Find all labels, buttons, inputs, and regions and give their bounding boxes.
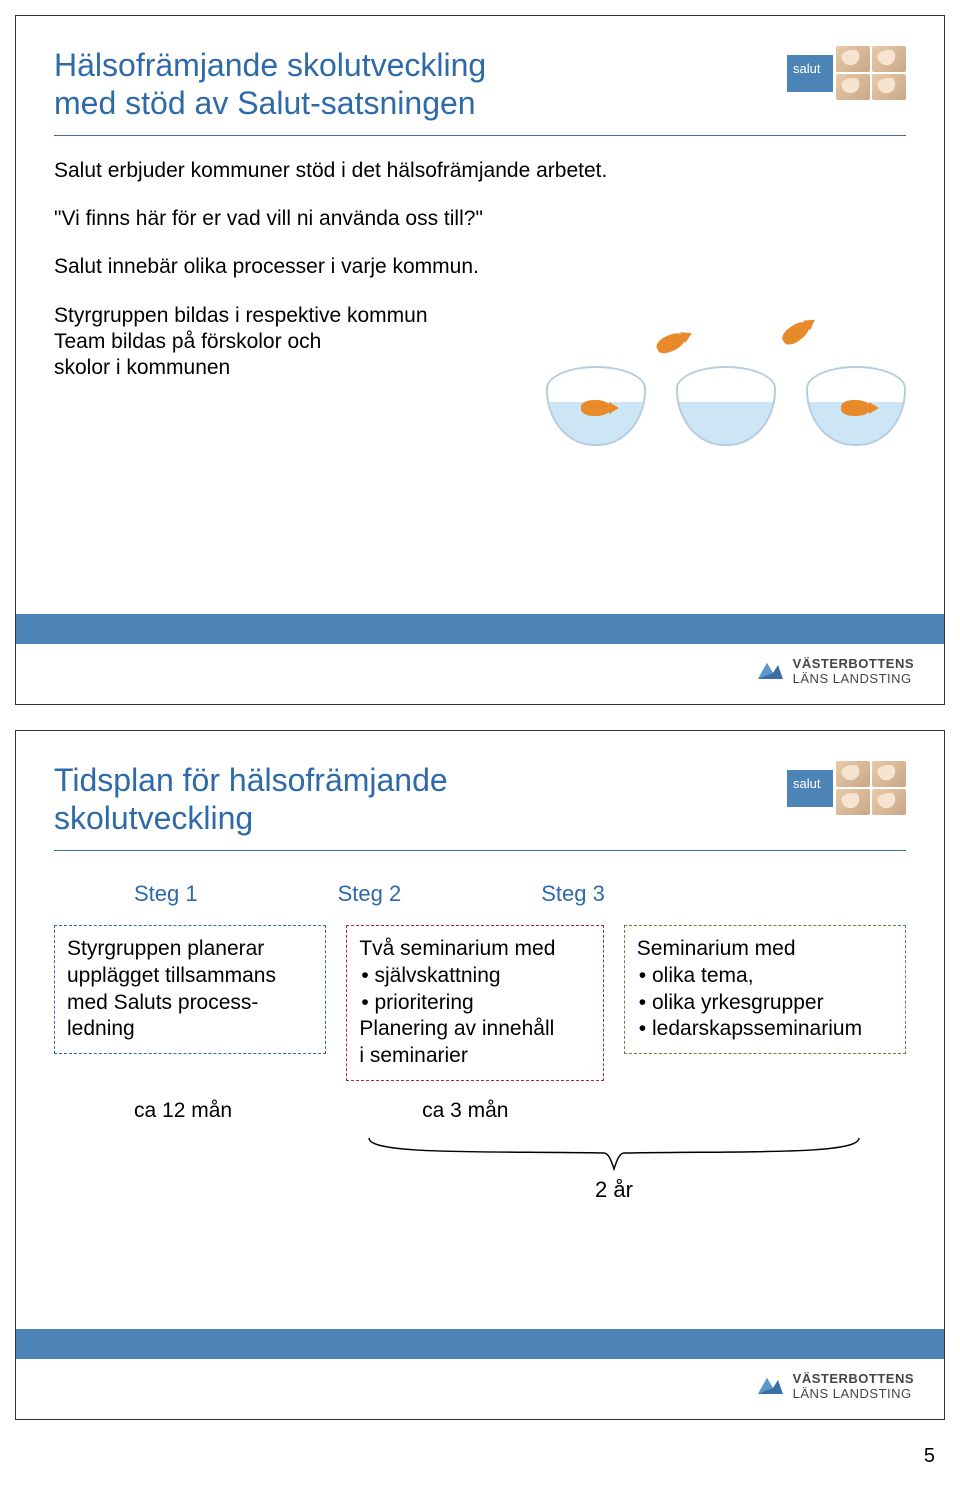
steps-row: Steg 1 Steg 2 Steg 3 <box>134 881 906 907</box>
footer-bar <box>16 1329 944 1359</box>
salut-tile <box>836 46 870 72</box>
salut-logo: salut <box>787 761 906 815</box>
footer-line-1: VÄSTERBOTTENS <box>793 657 914 671</box>
salut-tile <box>836 761 870 787</box>
box3-bullets: olika tema, olika yrkesgrupper ledarskap… <box>637 963 893 1044</box>
step-2-box: Två seminarium med självskattning priori… <box>346 925 603 1081</box>
salut-logo-label: salut <box>787 770 833 807</box>
p4-line-c: skolor i kommunen <box>54 356 230 379</box>
title-divider <box>54 850 906 851</box>
box1-l2: upplägget tillsammans <box>67 963 313 990</box>
salut-tile <box>872 46 906 72</box>
vasterbotten-icon <box>755 1374 785 1400</box>
footer-logo-text: VÄSTERBOTTENS LÄNS LANDSTING <box>793 1372 914 1401</box>
footer-logo-text: VÄSTERBOTTENS LÄNS LANDSTING <box>793 657 914 686</box>
slide1-p1: Salut erbjuder kommuner stöd i det hälso… <box>54 158 906 184</box>
box1-l4: ledning <box>67 1016 313 1043</box>
slide-1-title: Hälsofrämjande skolutveckling med stöd a… <box>54 46 486 123</box>
fishbowls-image <box>546 276 906 446</box>
slide-1: Hälsofrämjande skolutveckling med stöd a… <box>15 15 945 705</box>
slide-2: Tidsplan för hälsofrämjande skolutveckli… <box>15 730 945 1420</box>
vasterbotten-icon <box>755 659 785 685</box>
box3-b3: ledarskapsseminarium <box>639 1016 893 1043</box>
slide-footer: VÄSTERBOTTENS LÄNS LANDSTING <box>16 614 944 704</box>
title-block: Tidsplan för hälsofrämjande skolutveckli… <box>54 761 906 838</box>
brace-label: 2 år <box>364 1177 864 1203</box>
salut-tile <box>836 789 870 815</box>
box2-lead: Två seminarium med <box>359 936 590 963</box>
p4-line-b: Team bildas på förskolor och <box>54 330 321 353</box>
slide-footer: VÄSTERBOTTENS LÄNS LANDSTING <box>16 1329 944 1419</box>
salut-tile <box>872 761 906 787</box>
salut-tile <box>872 789 906 815</box>
step-3-label: Steg 3 <box>541 881 605 907</box>
box2-b1: självskattning <box>361 963 590 990</box>
brace-wrap: 2 år <box>364 1133 864 1203</box>
step-3-box: Seminarium med olika tema, olika yrkesgr… <box>624 925 906 1055</box>
salut-logo-tiles <box>836 46 906 100</box>
step-1-label: Steg 1 <box>134 881 198 907</box>
box2-tail1: Planering av innehåll <box>359 1016 590 1043</box>
title-line-1: Tidsplan för hälsofrämjande <box>54 762 448 798</box>
salut-logo-label: salut <box>787 55 833 92</box>
duration-2: ca 3 mån <box>422 1099 508 1123</box>
slide-2-content: Tidsplan för hälsofrämjande skolutveckli… <box>16 731 944 1331</box>
box3-b1: olika tema, <box>639 963 893 990</box>
title-line-2: med stöd av Salut-satsningen <box>54 85 476 121</box>
box3-b2: olika yrkesgrupper <box>639 990 893 1017</box>
footer-bar <box>16 614 944 644</box>
title-line-2: skolutveckling <box>54 800 253 836</box>
box1-l1: Styrgruppen planerar <box>67 936 313 963</box>
footer-line-1: VÄSTERBOTTENS <box>793 1372 914 1386</box>
footer-line-2: LÄNS LANDSTING <box>793 1387 914 1401</box>
curly-brace-icon <box>364 1133 864 1173</box>
slide1-p2: "Vi finns här för er vad vill ni använda… <box>54 206 906 232</box>
box2-tail2: i seminarier <box>359 1043 590 1070</box>
boxes-row: Styrgruppen planerar upplägget tillsamma… <box>54 925 906 1081</box>
footer-logo: VÄSTERBOTTENS LÄNS LANDSTING <box>755 1372 914 1401</box>
page-number: 5 <box>15 1445 945 1468</box>
title-divider <box>54 135 906 136</box>
salut-tile <box>836 74 870 100</box>
step-2-label: Steg 2 <box>338 881 402 907</box>
salut-logo: salut <box>787 46 906 100</box>
salut-tile <box>872 74 906 100</box>
salut-logo-tiles <box>836 761 906 815</box>
box3-lead: Seminarium med <box>637 936 893 963</box>
footer-line-2: LÄNS LANDSTING <box>793 672 914 686</box>
box2-bullets: självskattning prioritering <box>359 963 590 1017</box>
title-line-1: Hälsofrämjande skolutveckling <box>54 47 486 83</box>
footer-logo: VÄSTERBOTTENS LÄNS LANDSTING <box>755 657 914 686</box>
slide-1-content: Hälsofrämjande skolutveckling med stöd a… <box>16 16 944 616</box>
box2-b2: prioritering <box>361 990 590 1017</box>
step-1-box: Styrgruppen planerar upplägget tillsamma… <box>54 925 326 1055</box>
p4-line-a: Styrgruppen bildas i respektive kommun <box>54 304 428 327</box>
title-block: Hälsofrämjande skolutveckling med stöd a… <box>54 46 906 123</box>
slide-2-title: Tidsplan för hälsofrämjande skolutveckli… <box>54 761 448 838</box>
durations-row: ca 12 mån ca 3 mån <box>54 1099 906 1123</box>
duration-1: ca 12 mån <box>134 1099 232 1123</box>
box1-l3: med Saluts process- <box>67 990 313 1017</box>
